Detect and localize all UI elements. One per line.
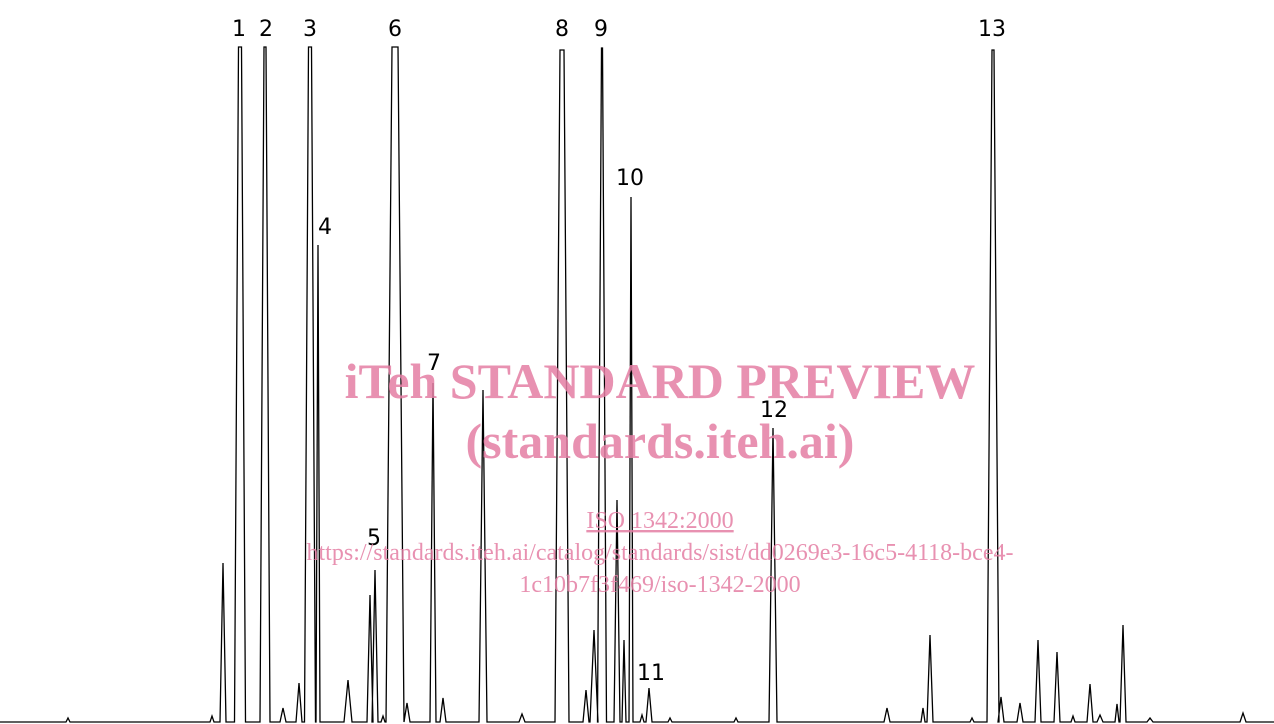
peak-label: 3 (303, 17, 317, 42)
peak-label: 2 (259, 17, 273, 42)
peak-label: 8 (555, 17, 569, 42)
watermark-url: https://standards.iteh.ai/catalog/standa… (307, 540, 1014, 566)
peak-label: 11 (637, 661, 665, 686)
peak-label: 9 (594, 17, 608, 42)
peak-label: 7 (427, 351, 441, 376)
peak-label: 10 (616, 166, 644, 191)
watermark-url: 1c10b7f3f469/iso-1342-2000 (519, 572, 800, 598)
peak-label: 6 (388, 17, 402, 42)
peak-label: 13 (978, 17, 1006, 42)
chromatogram-trace (0, 46, 1274, 723)
peak-label: 12 (760, 398, 788, 423)
peak-label: 5 (367, 526, 381, 551)
watermark-subtitle: (standards.iteh.ai) (466, 413, 855, 469)
peak-label: 1 (232, 17, 246, 42)
watermark-link[interactable]: ISO 1342:2000 (586, 508, 733, 534)
peak-label: 4 (318, 215, 332, 240)
watermark-title: iTeh STANDARD PREVIEW (345, 353, 976, 409)
